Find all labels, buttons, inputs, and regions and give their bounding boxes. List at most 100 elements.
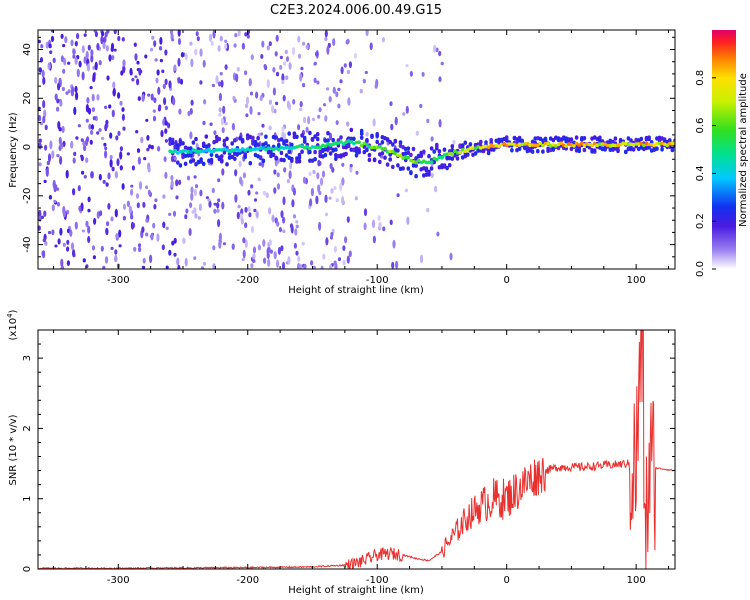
spectrogram-cell bbox=[164, 78, 168, 86]
spectrogram-cell bbox=[61, 125, 65, 134]
spectrogram-cell bbox=[299, 264, 303, 269]
spectrogram-cell bbox=[297, 256, 301, 262]
spectrogram-cell bbox=[262, 239, 266, 247]
spectrogram-ridge-cell bbox=[380, 147, 385, 151]
spectrogram-cell bbox=[460, 143, 465, 148]
spectrogram-y-label: Frequency (Hz) bbox=[8, 112, 19, 188]
spectrogram-cell bbox=[279, 55, 283, 60]
spectrogram-cell bbox=[75, 136, 79, 140]
spectrogram-cell bbox=[78, 205, 82, 212]
spectrogram-cell bbox=[70, 90, 74, 97]
spectrogram-cell bbox=[536, 149, 540, 154]
spectrogram-cell bbox=[274, 155, 279, 160]
spectrogram-cell bbox=[193, 188, 197, 197]
spectrogram-cell bbox=[66, 246, 70, 252]
spectrogram-ridge-cell bbox=[300, 144, 304, 148]
spectrogram-cell bbox=[438, 119, 442, 128]
spectrogram-cell bbox=[149, 47, 154, 52]
spectrogram-ridge-cell bbox=[429, 160, 434, 164]
spectrogram-cell bbox=[191, 158, 196, 163]
spectrogram-cell bbox=[50, 35, 55, 43]
spectrogram-ridge-cell bbox=[543, 141, 548, 146]
spectrogram-cell bbox=[213, 202, 217, 206]
spectrogram-cell bbox=[548, 147, 553, 153]
spectrogram-cell bbox=[96, 94, 100, 101]
snr-y-axis: 0 1 2 3 bbox=[22, 343, 675, 572]
x-tick-label: -100 bbox=[366, 275, 389, 286]
spectrogram-cell bbox=[182, 237, 186, 244]
spectrogram-cell bbox=[38, 138, 42, 143]
spectrogram-cell bbox=[219, 35, 223, 42]
spectrogram-cell bbox=[293, 242, 297, 249]
snr-multiplier: (x104) bbox=[6, 309, 19, 340]
spectrogram-cell bbox=[120, 70, 124, 76]
spectrogram-cell bbox=[220, 154, 224, 159]
spectrogram-cell bbox=[94, 61, 98, 71]
spectrogram-ridge-cell bbox=[186, 150, 190, 154]
spectrogram-cell bbox=[419, 254, 424, 264]
spectrogram-cell bbox=[655, 146, 659, 151]
spectrogram-cell bbox=[171, 240, 175, 246]
spectrogram-cell bbox=[207, 143, 211, 148]
spectrogram-cell bbox=[426, 118, 430, 124]
spectrogram-ridge-cell bbox=[207, 147, 211, 152]
spectrogram-cell bbox=[344, 151, 348, 157]
spectrogram-cell bbox=[177, 78, 181, 84]
spectrogram-cell bbox=[429, 166, 434, 171]
spectrogram-cell bbox=[359, 135, 364, 140]
spectrogram-cell bbox=[146, 134, 150, 141]
spectrogram-cell bbox=[613, 136, 618, 141]
spectrogram-cell bbox=[90, 130, 94, 135]
spectrogram-cell bbox=[616, 148, 620, 154]
spectrogram-cell bbox=[144, 54, 148, 59]
spectrogram-cell bbox=[38, 114, 42, 122]
spectrogram-cell bbox=[136, 202, 140, 209]
spectrogram-cell bbox=[168, 137, 172, 143]
spectrogram-cell bbox=[138, 246, 142, 253]
spectrogram-cell bbox=[62, 208, 66, 218]
spectrogram-cell bbox=[217, 45, 221, 52]
spectrogram-cell bbox=[300, 149, 304, 154]
spectrogram-cell bbox=[438, 76, 442, 83]
spectrogram-cell bbox=[217, 198, 221, 202]
spectrogram-ridge-cell bbox=[258, 146, 263, 150]
spectrogram-cell bbox=[331, 137, 336, 143]
spectrogram-ridge-cell bbox=[468, 146, 473, 150]
y-tick-label: -20 bbox=[22, 188, 33, 204]
spectrogram-cell bbox=[82, 140, 86, 147]
spectrogram-cell bbox=[403, 146, 408, 152]
spectrogram-cell bbox=[126, 152, 130, 156]
spectrogram-cell bbox=[316, 80, 320, 85]
spectrogram-cell bbox=[114, 249, 118, 255]
x-tick-label: 0 bbox=[503, 575, 509, 586]
spectrogram-cell bbox=[147, 93, 151, 97]
spectrogram-cell bbox=[142, 201, 146, 208]
spectrogram-cell bbox=[164, 49, 168, 56]
spectrogram-cell bbox=[60, 33, 64, 39]
spectrogram-cell bbox=[337, 257, 342, 262]
spectrogram-cell bbox=[324, 115, 328, 122]
spectrogram-cell bbox=[108, 54, 112, 62]
spectrogram-cell bbox=[324, 194, 328, 203]
spectrogram-cell bbox=[297, 53, 302, 59]
spectrogram-cell bbox=[98, 60, 102, 66]
spectrogram-cell bbox=[220, 79, 224, 88]
spectrogram-cell bbox=[153, 40, 157, 47]
spectrogram-cell bbox=[569, 137, 574, 142]
spectrogram-cell bbox=[320, 265, 324, 269]
spectrogram-cell bbox=[372, 235, 376, 244]
spectrogram-cell bbox=[290, 158, 294, 163]
spectrogram-cell bbox=[52, 57, 56, 63]
spectrogram-cell bbox=[551, 137, 556, 143]
spectrogram-ridge-cell bbox=[359, 143, 364, 148]
spectrogram-cell bbox=[258, 155, 263, 161]
spectrogram-ridge-cell bbox=[600, 142, 605, 146]
spectrogram-cell bbox=[59, 227, 63, 236]
spectrogram-cell bbox=[45, 41, 49, 49]
spectrogram-cell bbox=[256, 136, 260, 141]
spectrogram-ridge-cell bbox=[605, 143, 610, 148]
spectrogram-cell bbox=[409, 170, 413, 175]
spectrogram-cell bbox=[105, 45, 109, 52]
spectrogram-ridge-cell bbox=[517, 142, 522, 147]
spectrogram-cell bbox=[91, 93, 95, 102]
